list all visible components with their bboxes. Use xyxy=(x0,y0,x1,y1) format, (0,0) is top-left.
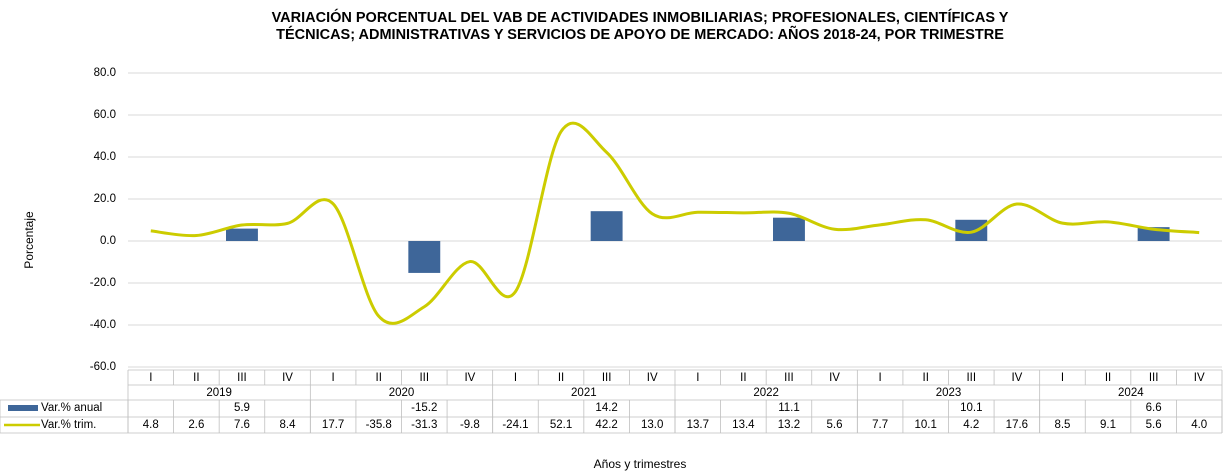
table-value: 14.2 xyxy=(595,402,617,414)
table-value: 13.0 xyxy=(641,419,663,431)
table-value: 5.9 xyxy=(234,402,250,414)
x-tick-label: IV xyxy=(464,372,475,384)
year-label: 2019 xyxy=(206,387,232,399)
x-tick-label: II xyxy=(193,372,199,384)
y-tick-label: 40.0 xyxy=(94,151,116,163)
x-tick-label: IV xyxy=(1194,372,1205,384)
table-value: -9.8 xyxy=(460,419,480,431)
table-value: -15.2 xyxy=(411,402,437,414)
table-value: 4.0 xyxy=(1191,419,1207,431)
table-value: 7.6 xyxy=(234,419,250,431)
x-tick-label: I xyxy=(1061,372,1064,384)
x-tick-label: III xyxy=(784,372,794,384)
year-label: 2023 xyxy=(936,387,962,399)
y-tick-label: -60.0 xyxy=(90,361,116,373)
x-tick-label: III xyxy=(419,372,429,384)
table-value: 4.2 xyxy=(963,419,979,431)
table-value: 10.1 xyxy=(960,402,982,414)
x-tick-label: IV xyxy=(1011,372,1022,384)
x-tick-label: I xyxy=(332,372,335,384)
table-value: 13.4 xyxy=(732,419,755,431)
x-tick-label: I xyxy=(514,372,517,384)
legend-key xyxy=(8,405,38,411)
bar xyxy=(408,241,441,273)
table-value: -35.8 xyxy=(366,419,392,431)
y-tick-label: 20.0 xyxy=(94,193,116,205)
table-value: -31.3 xyxy=(411,419,437,431)
x-tick-label: III xyxy=(1149,372,1159,384)
chart-subtitle: TÉCNICAS; ADMINISTRATIVAS Y SERVICIOS DE… xyxy=(276,25,1004,43)
bar xyxy=(226,228,258,241)
y-tick-label: -40.0 xyxy=(90,319,116,331)
x-tick-label: II xyxy=(1105,372,1111,384)
table-value: 4.8 xyxy=(143,419,159,431)
x-tick-label: III xyxy=(237,372,247,384)
x-tick-label: I xyxy=(696,372,699,384)
table-value: 10.1 xyxy=(915,419,937,431)
x-tick-label: II xyxy=(376,372,382,384)
x-tick-label: III xyxy=(966,372,976,384)
table-value: 6.6 xyxy=(1146,402,1162,414)
y-axis-title: Porcentaje xyxy=(22,211,36,269)
table-value: 13.7 xyxy=(687,419,709,431)
table-value: -24.1 xyxy=(502,419,528,431)
table-value: 17.6 xyxy=(1006,419,1028,431)
y-tick-label: 60.0 xyxy=(94,109,116,121)
x-tick-label: IV xyxy=(647,372,658,384)
x-tick-label: II xyxy=(740,372,746,384)
year-label: 2024 xyxy=(1118,387,1144,399)
table-value: 5.6 xyxy=(1146,419,1162,431)
table-value: 8.4 xyxy=(280,419,297,431)
year-label: 2021 xyxy=(571,387,597,399)
legend-label: Var.% anual xyxy=(41,402,102,414)
x-tick-label: I xyxy=(149,372,152,384)
legend-label: Var.% trim. xyxy=(41,419,96,431)
x-tick-label: III xyxy=(602,372,612,384)
x-tick-label: II xyxy=(923,372,929,384)
x-tick-label: I xyxy=(879,372,882,384)
table-value: 2.6 xyxy=(188,419,204,431)
bar xyxy=(773,217,805,241)
x-tick-label: IV xyxy=(829,372,840,384)
table-value: 11.1 xyxy=(778,402,800,414)
year-label: 2020 xyxy=(389,387,415,399)
y-tick-label: 0.0 xyxy=(100,235,116,247)
year-label: 2022 xyxy=(753,387,779,399)
bar xyxy=(955,219,988,241)
table-value: 5.6 xyxy=(827,419,843,431)
table-value: 52.1 xyxy=(550,419,572,431)
line xyxy=(150,121,1200,325)
x-tick-label: IV xyxy=(282,372,293,384)
bar xyxy=(590,211,623,241)
table-value: 9.1 xyxy=(1100,419,1116,431)
x-tick-label: II xyxy=(558,372,564,384)
table-value: 13.2 xyxy=(778,419,800,431)
table-value: 17.7 xyxy=(322,419,344,431)
x-axis-title: Años y trimestres xyxy=(594,457,687,471)
y-tick-label: -20.0 xyxy=(90,277,116,289)
table-value: 8.5 xyxy=(1054,419,1070,431)
chart-title: VARIACIÓN PORCENTUAL DEL VAB DE ACTIVIDA… xyxy=(272,8,1009,26)
table-value: 42.2 xyxy=(595,419,617,431)
y-tick-label: 80.0 xyxy=(94,67,116,79)
table-value: 7.7 xyxy=(872,419,888,431)
